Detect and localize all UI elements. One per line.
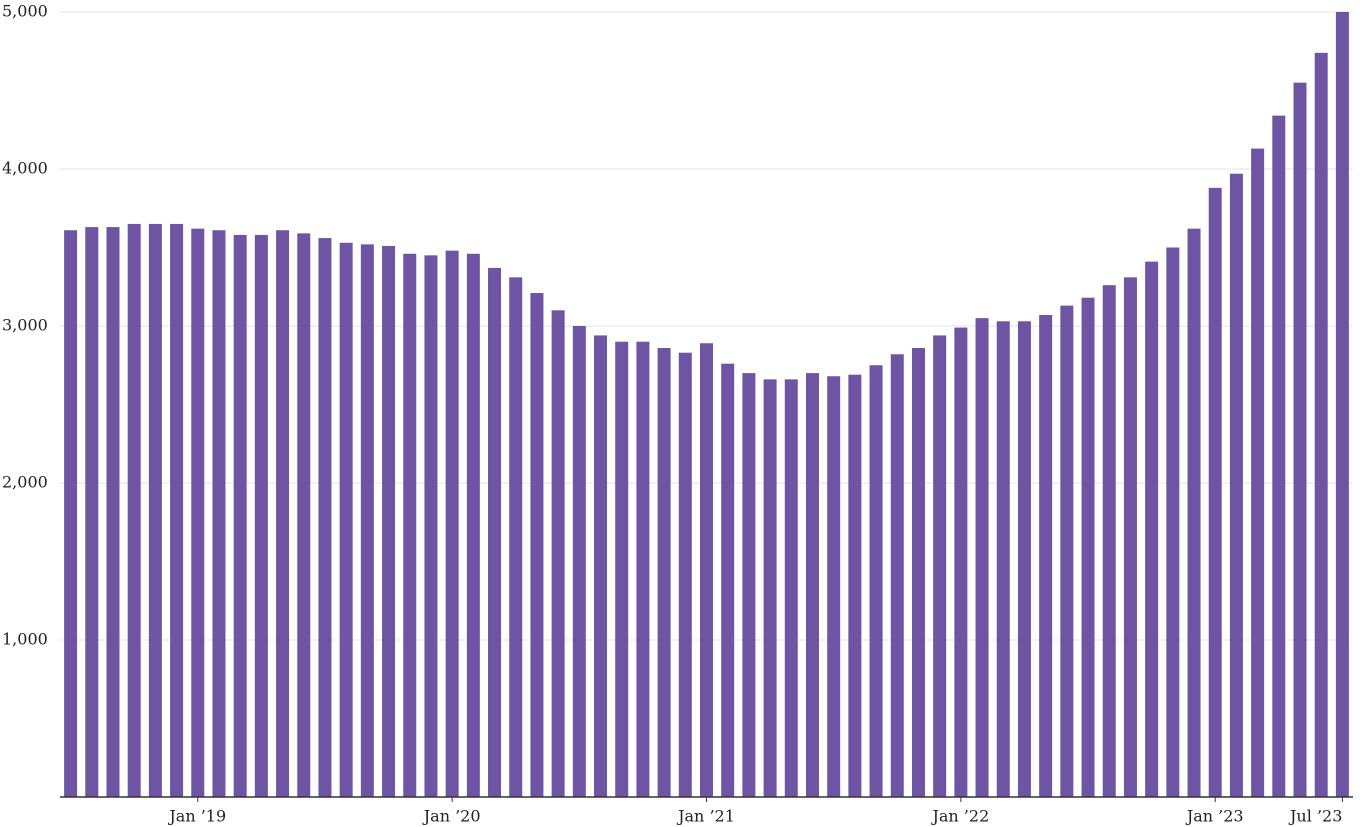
bar (742, 373, 756, 797)
bar (636, 341, 650, 797)
bar (1229, 173, 1243, 797)
bar (233, 234, 247, 797)
bar (530, 293, 544, 797)
y-tick-label: 4,000 (2, 159, 48, 178)
bar (594, 335, 608, 797)
x-tick-label: Jan ’23 (1185, 807, 1244, 826)
bar (1060, 305, 1074, 797)
bar (1272, 115, 1286, 798)
bar (466, 253, 480, 797)
bar (1251, 148, 1265, 798)
bar (721, 363, 735, 797)
bar (1293, 82, 1307, 797)
bar (403, 253, 417, 797)
bar (212, 230, 226, 798)
bar (890, 354, 904, 797)
bar (848, 374, 862, 797)
y-tick-label: 1,000 (2, 630, 48, 649)
bar (869, 365, 883, 797)
y-tick-label: 2,000 (2, 473, 48, 492)
x-tick-label: Jan ’22 (930, 807, 989, 826)
x-tick-label: Jan ’20 (422, 807, 481, 826)
bar (148, 223, 162, 797)
bar (170, 223, 184, 797)
y-tick-label: 3,000 (2, 316, 48, 335)
bar (1335, 12, 1349, 797)
bar (1081, 297, 1095, 797)
bar (911, 347, 925, 797)
bar (360, 244, 374, 798)
y-tick-label: 5,000 (2, 2, 48, 21)
bar (254, 234, 268, 797)
bar (297, 233, 311, 797)
bar (827, 376, 841, 797)
bar (1187, 228, 1201, 797)
bar (784, 379, 798, 797)
bar (996, 321, 1010, 797)
bar (509, 277, 523, 798)
bar (318, 238, 332, 797)
bar (615, 341, 629, 797)
bar (763, 379, 777, 797)
x-tick-label: Jan ’19 (167, 807, 226, 826)
bar (700, 343, 713, 797)
bar (1039, 315, 1053, 797)
bar (572, 326, 586, 797)
bar (445, 250, 459, 797)
bar (657, 347, 671, 797)
bar (954, 327, 968, 797)
bar (1166, 247, 1180, 797)
bar (424, 255, 438, 798)
bar (64, 230, 78, 798)
bar (276, 230, 290, 798)
bar (488, 267, 502, 797)
bar (678, 352, 692, 797)
bar (106, 227, 120, 798)
bar (1017, 321, 1031, 797)
x-tick-label: Jul ’23 (1288, 807, 1342, 826)
x-tick-label: Jan ’21 (676, 807, 735, 826)
bar (85, 227, 99, 798)
bar (191, 228, 205, 797)
bar (339, 242, 353, 798)
bar (933, 335, 947, 797)
bar (551, 310, 565, 797)
bar (382, 245, 396, 797)
bar (805, 373, 819, 797)
bar (1102, 285, 1116, 797)
bar (975, 318, 989, 797)
bar (1208, 187, 1222, 798)
bar (127, 223, 141, 797)
bar (1314, 52, 1328, 797)
bar (1145, 261, 1159, 797)
bar (1123, 277, 1137, 798)
